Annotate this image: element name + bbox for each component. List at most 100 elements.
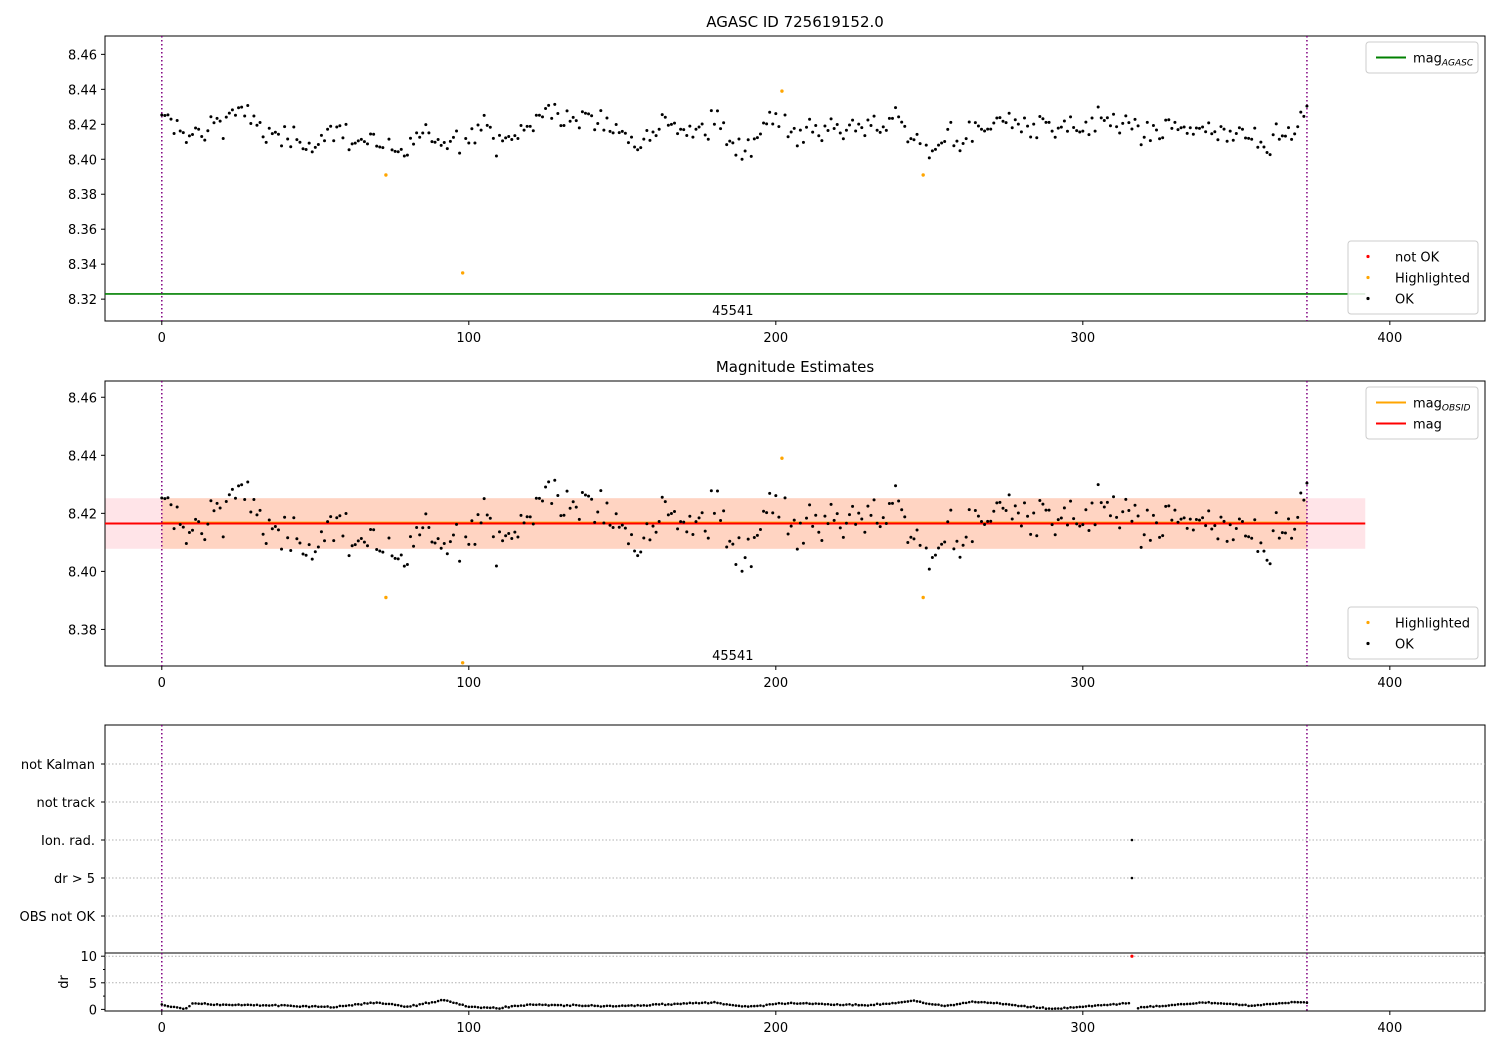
dr-ok-point xyxy=(759,1004,762,1007)
dr-ok-point xyxy=(240,1003,243,1007)
mag-ok-point xyxy=(682,520,686,524)
dr-ok-point xyxy=(909,999,913,1003)
dr-ok-point xyxy=(587,1004,590,1008)
mag-ok-point xyxy=(949,508,953,512)
dr-ok-point xyxy=(682,1002,686,1005)
mag-ok-point xyxy=(184,542,188,546)
agasc-ok-point xyxy=(731,141,735,145)
mag-ok-point xyxy=(1302,498,1306,502)
agasc-ok-point xyxy=(937,143,941,147)
dr-ok-point xyxy=(581,1004,584,1008)
agasc-ok-point xyxy=(949,120,953,124)
dr-ok-point xyxy=(271,1003,274,1007)
dr-ok-point xyxy=(387,1002,391,1006)
agasc-ok-point xyxy=(940,141,944,145)
dr-ok-point xyxy=(522,1004,526,1007)
dr-ok-point xyxy=(1155,1004,1158,1008)
dr-ok-point xyxy=(808,1002,811,1005)
dr-ok-point xyxy=(1081,1005,1085,1009)
mag-ok-point xyxy=(820,538,824,542)
mag-ok-point xyxy=(1290,536,1294,540)
agasc-ok-point xyxy=(332,139,336,143)
mag-ok-point xyxy=(491,535,495,539)
dr-xtick-label: 200 xyxy=(763,1021,788,1036)
agasc-ok-point xyxy=(682,128,686,132)
agasc-ok-point xyxy=(1201,125,1205,129)
dr-ok-point xyxy=(756,1004,759,1008)
agasc-0-legend xyxy=(1365,41,1479,74)
dr-ok-point xyxy=(697,1001,701,1005)
agasc-ok-point xyxy=(1145,120,1149,124)
dr-ok-point xyxy=(1265,1002,1269,1006)
agasc-ok-point xyxy=(1296,125,1300,129)
dr-ok-point xyxy=(998,1002,1002,1005)
mag-ok-point xyxy=(415,526,419,530)
dr-ok-point xyxy=(403,1005,406,1008)
dr-ok-point xyxy=(749,1004,753,1008)
mag-ok-point xyxy=(1145,508,1149,512)
agasc-highlighted-point xyxy=(384,173,388,177)
mag-ok-point xyxy=(166,496,170,500)
agasc-ok-point xyxy=(1148,139,1152,143)
dr-ok-point xyxy=(172,1005,176,1009)
agasc-ok-point xyxy=(421,131,425,135)
mag-ok-point xyxy=(872,498,876,502)
dr-ok-point xyxy=(372,1001,375,1005)
agasc-ok-point xyxy=(433,140,437,144)
mag-ok-point xyxy=(663,500,667,504)
dr-ok-point xyxy=(645,1004,649,1007)
dr-ok-point xyxy=(519,1004,523,1007)
agasc-ok-point xyxy=(329,124,333,128)
dr-xtick-label: 400 xyxy=(1377,1021,1402,1036)
agasc-ok-point xyxy=(841,137,845,141)
mag-ok-point xyxy=(1287,517,1291,521)
mag-1-legend-marker xyxy=(1366,620,1370,625)
mag-ok-point xyxy=(961,543,965,547)
mag-ok-point xyxy=(940,542,944,546)
mag-ok-point xyxy=(884,521,888,525)
dr-ok-point xyxy=(924,1002,928,1005)
mag-ok-point xyxy=(844,521,848,525)
agasc-ok-point xyxy=(335,125,339,129)
mag-ok-point xyxy=(676,527,680,531)
mag-ok-point xyxy=(995,501,999,505)
mag-ok-point xyxy=(1201,516,1205,520)
mag-ok-point xyxy=(482,497,486,501)
agasc-ok-point xyxy=(897,115,901,119)
agasc-ok-point xyxy=(365,142,369,146)
dr-ok-point xyxy=(495,1006,498,1010)
agasc-ok-point xyxy=(927,156,931,160)
mag-ok-point xyxy=(488,516,492,520)
dr-ok-point xyxy=(163,1004,167,1007)
agasc-ok-point xyxy=(912,138,916,142)
dr-ok-point xyxy=(799,1002,802,1005)
agasc-ok-point xyxy=(777,125,781,129)
agasc-ok-point xyxy=(445,147,449,151)
mag-ok-point xyxy=(1228,523,1232,527)
mag-ok-point xyxy=(783,496,787,500)
mag-ok-point xyxy=(1112,495,1116,499)
dr-ok-point xyxy=(427,1001,431,1005)
flag-label-not-kalman: not Kalman xyxy=(21,758,95,773)
agasc-xtick-label: 300 xyxy=(1070,331,1095,346)
mag-ok-point xyxy=(421,526,425,530)
dr-ok-point xyxy=(1296,1000,1300,1004)
mag-ok-point xyxy=(1124,497,1128,501)
mag-ok-point xyxy=(970,540,974,544)
agasc-ok-point xyxy=(860,126,864,130)
dr-ok-point xyxy=(436,999,440,1003)
agasc-ok-point xyxy=(1142,135,1146,139)
mag-ok-point xyxy=(1197,518,1201,522)
mag-ok-point xyxy=(547,480,551,484)
agasc-ok-point xyxy=(298,140,302,144)
dr-ok-point xyxy=(1256,1003,1260,1007)
dr-ok-point xyxy=(829,1003,833,1007)
agasc-ok-point xyxy=(1164,118,1168,122)
dr-ok-point xyxy=(888,1002,891,1006)
agasc-ok-point xyxy=(1016,122,1020,126)
mag-ok-point xyxy=(233,496,237,500)
agasc-ok-point xyxy=(958,149,962,153)
dr-ok-point xyxy=(1152,1005,1155,1009)
mag-ok-point xyxy=(694,520,698,524)
dr-ok-point xyxy=(857,1003,861,1007)
